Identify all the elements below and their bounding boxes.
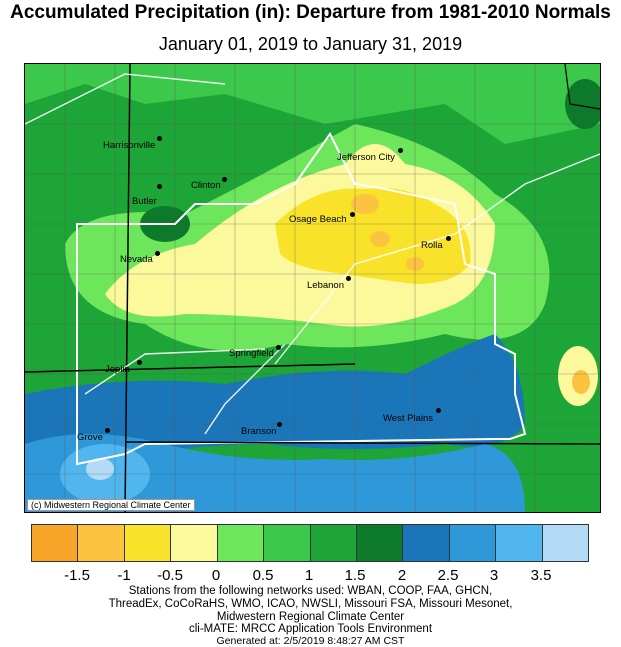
city-dot (155, 251, 160, 256)
legend-swatch (124, 525, 172, 561)
city-dot (277, 422, 282, 427)
legend-tick: -1.5 (64, 567, 90, 584)
map-credit: (c) Midwestern Regional Climate Center (27, 499, 195, 511)
city-dot (276, 345, 281, 350)
color-legend (31, 524, 589, 562)
state-line-ks-ok (25, 363, 356, 373)
legend-swatch (496, 525, 543, 561)
city-dot (157, 136, 162, 141)
state-line-mo-ar (124, 441, 600, 445)
city-harrisonville: Harrisonville (103, 140, 156, 151)
orange-spot-osage (351, 194, 379, 214)
orange-spot-lebanon (370, 231, 390, 247)
legend-swatch (171, 525, 218, 561)
legend-tick: 1 (304, 567, 314, 584)
city-lebanon: Lebanon (307, 280, 344, 291)
legend-tick: 3 (489, 567, 499, 584)
footer-generated: Generated at: 2/5/2019 8:48:27 AM CST (216, 635, 405, 647)
city-dot (350, 212, 355, 217)
city-rolla: Rolla (421, 240, 443, 251)
city-osage-beach: Osage Beach (289, 214, 347, 225)
city-springfield: Springfield (229, 348, 274, 359)
legend-tick: 2 (397, 567, 407, 584)
legend-tick: 0.5 (252, 567, 274, 584)
map-graphic (25, 64, 600, 512)
legend-tick: 3.5 (530, 567, 552, 584)
legend-tick: 1.5 (344, 567, 366, 584)
legend-swatch (217, 525, 265, 561)
blue-region (25, 334, 525, 474)
map-title: Accumulated Precipitation (in): Departur… (10, 2, 611, 23)
footer-application: cli-MATE: MRCC Application Tools Environ… (188, 623, 433, 635)
city-butler: Butler (132, 196, 157, 207)
city-west-plains: West Plains (383, 413, 433, 424)
legend-tick: -0.5 (157, 567, 183, 584)
city-joplin: Joplin (105, 364, 130, 375)
city-dot (446, 236, 451, 241)
legend-swatch (403, 525, 450, 561)
city-dot (157, 184, 162, 189)
footer-networks-3: Midwestern Regional Climate Center (216, 611, 405, 623)
city-nevada: Nevada (120, 254, 153, 265)
city-dot (105, 428, 110, 433)
city-dot (398, 148, 403, 153)
city-branson: Branson (241, 426, 277, 437)
legend-swatch (542, 525, 589, 561)
legend-swatch (356, 525, 404, 561)
river-line (564, 64, 600, 110)
north-green (25, 64, 600, 144)
date-range-subtitle: January 01, 2019 to January 31, 2019 (158, 34, 463, 54)
precipitation-departure-map: Harrisonville Jefferson City Clinton But… (24, 63, 601, 513)
legend-swatch (264, 525, 311, 561)
medium-blue-region (25, 434, 525, 512)
legend-tick: 0 (211, 567, 221, 584)
legend-swatch (449, 525, 497, 561)
east-orange-spot (572, 370, 590, 394)
legend-tick: 2.5 (437, 567, 459, 584)
state-line-west (124, 64, 131, 512)
city-grove: Grove (77, 432, 103, 443)
dark-green-pocket-ne (565, 79, 600, 129)
city-dot (436, 408, 441, 413)
county-lines (25, 64, 600, 512)
highways (25, 73, 600, 435)
city-jefferson-city: Jefferson City (337, 152, 395, 163)
legend-swatch (310, 525, 357, 561)
city-dot (346, 276, 351, 281)
footer-networks-1: Stations from the following networks use… (128, 585, 493, 597)
legend-swatch (78, 525, 125, 561)
pale-blue-spot (86, 458, 114, 480)
footer-networks-2: ThreadEx, CoCoRaHS, WMO, ICAO, NWSLI, Mi… (108, 598, 513, 610)
city-dot (222, 177, 227, 182)
legend-tick: -1 (117, 567, 131, 584)
city-clinton: Clinton (191, 180, 221, 191)
city-dot (137, 360, 142, 365)
legend-swatch (32, 525, 79, 561)
